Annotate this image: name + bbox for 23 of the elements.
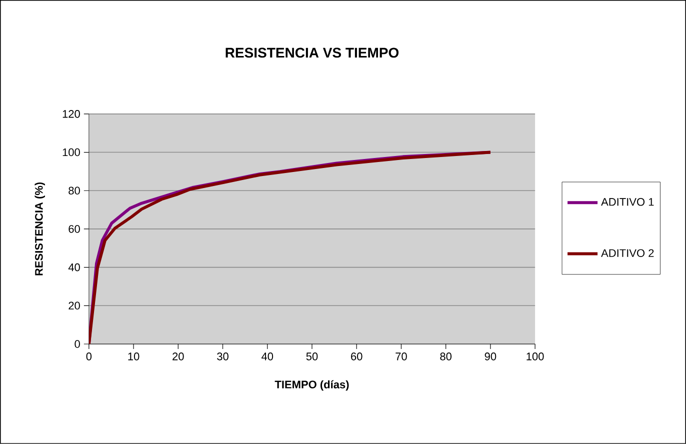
- x-tick-label: 60: [351, 352, 362, 360]
- y-axis-title: RESISTENCIA (%): [34, 182, 45, 276]
- x-tick-label: 70: [396, 352, 407, 360]
- y-tick-label: 0: [74, 340, 80, 348]
- y-tick-label: 120: [62, 110, 80, 118]
- y-tick-label: 20: [68, 302, 80, 310]
- legend-label: ADITIVO 1: [601, 198, 654, 206]
- x-tick-label: 80: [440, 352, 452, 360]
- x-tick-label: 30: [217, 352, 228, 360]
- chart-title: RESISTENCIA VS TIEMPO: [226, 48, 399, 58]
- x-tick-label: 100: [526, 352, 544, 360]
- y-tick-label: 100: [62, 148, 80, 156]
- y-tick-label: 80: [68, 186, 80, 195]
- x-tick-label: 10: [128, 352, 140, 360]
- y-tick-label: 40: [68, 263, 80, 272]
- x-tick-label: 0: [86, 352, 92, 360]
- legend-label: ADITIVO 2: [601, 249, 654, 258]
- x-tick-label: 50: [306, 352, 318, 360]
- x-axis-title: TIEMPO (días): [274, 380, 349, 391]
- y-tick-label: 60: [68, 225, 80, 233]
- x-tick-label: 90: [484, 352, 496, 360]
- x-tick-label: 20: [172, 352, 184, 360]
- x-tick-label: 40: [262, 352, 274, 360]
